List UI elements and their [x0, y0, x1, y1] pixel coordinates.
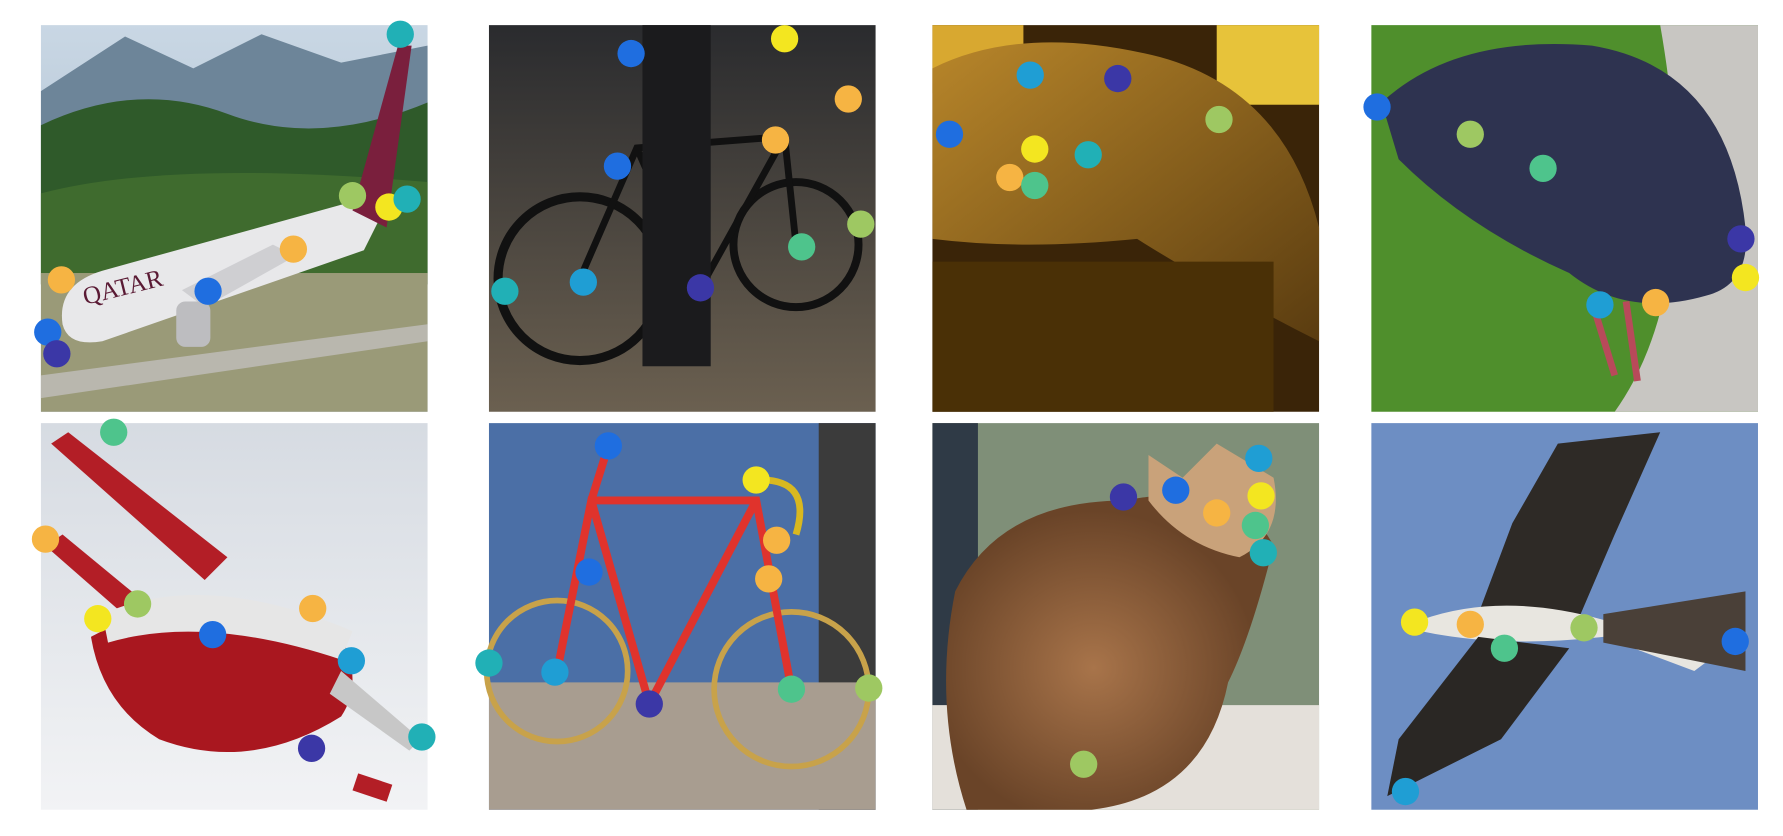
keypoint [1400, 608, 1429, 636]
keypoint [847, 210, 875, 238]
keypoint [198, 620, 227, 649]
keypoint [1249, 539, 1277, 567]
keypoint [1245, 444, 1273, 473]
keypoint [1363, 93, 1391, 121]
keypoint [299, 594, 327, 623]
keypoint [761, 126, 790, 154]
keypoint [1727, 225, 1755, 253]
keypoint [1021, 135, 1049, 163]
keypoint [770, 25, 799, 53]
keypoint [855, 674, 883, 702]
keypoint [1641, 288, 1670, 317]
keypoint [603, 152, 632, 180]
keypoint [1074, 141, 1102, 169]
keypoint [777, 675, 806, 703]
keypoint [31, 525, 60, 553]
keypoint [34, 318, 62, 346]
keypoint [338, 182, 367, 210]
photo-seaplane [40, 423, 428, 810]
keypoint [686, 274, 715, 302]
keypoint [575, 558, 603, 586]
keypoint [1490, 634, 1519, 662]
keypoint [1104, 64, 1132, 93]
photo-eagle [1371, 423, 1758, 810]
keypoint [386, 20, 414, 48]
keypoint [935, 120, 964, 148]
photo-pigeon [1371, 25, 1758, 412]
keypoint [1721, 627, 1749, 656]
keypoint [742, 466, 770, 494]
keypoint [408, 723, 436, 751]
keypoint [123, 590, 152, 618]
keypoint [1205, 105, 1233, 134]
keypoint [635, 690, 663, 718]
keypoint [1016, 61, 1044, 89]
keypoint [1247, 482, 1275, 510]
photo-airplane: QATAR [40, 25, 428, 412]
keypoints [31, 20, 1760, 806]
keypoint [100, 418, 128, 446]
keypoint [297, 734, 326, 762]
keypoint [541, 658, 569, 686]
keypoint [1162, 476, 1190, 504]
keypoint [996, 163, 1024, 192]
keypoint [279, 235, 308, 263]
keypoint [1109, 483, 1138, 511]
keypoint [43, 340, 71, 368]
photo-bicycle-dark [488, 25, 876, 412]
keypoint [393, 185, 421, 213]
keypoint [1456, 120, 1484, 148]
keypoint [1731, 263, 1760, 292]
keypoint [788, 233, 816, 261]
keypoint [1529, 154, 1557, 183]
keypoint [617, 39, 645, 68]
keypoint [1241, 511, 1270, 540]
keypoint [755, 565, 783, 593]
keypoint [1391, 777, 1420, 806]
keypoint [337, 647, 366, 675]
keypoint [1586, 291, 1614, 319]
keypoint [1456, 610, 1484, 639]
keypoint [1570, 614, 1598, 642]
keypoint [1021, 171, 1049, 200]
keypoint [194, 277, 222, 305]
keypoint [1070, 750, 1098, 778]
photo-bicycle-red [483, 423, 876, 810]
keypoint [1203, 499, 1231, 527]
keypoint [47, 266, 76, 294]
keypoint [475, 649, 503, 677]
keypoint [569, 268, 597, 296]
keypoint [594, 432, 623, 460]
keypoint [491, 277, 519, 305]
photo-cat-window [932, 423, 1320, 810]
keypoint [834, 85, 862, 113]
keypoint [763, 526, 791, 554]
keypoint [84, 605, 112, 633]
